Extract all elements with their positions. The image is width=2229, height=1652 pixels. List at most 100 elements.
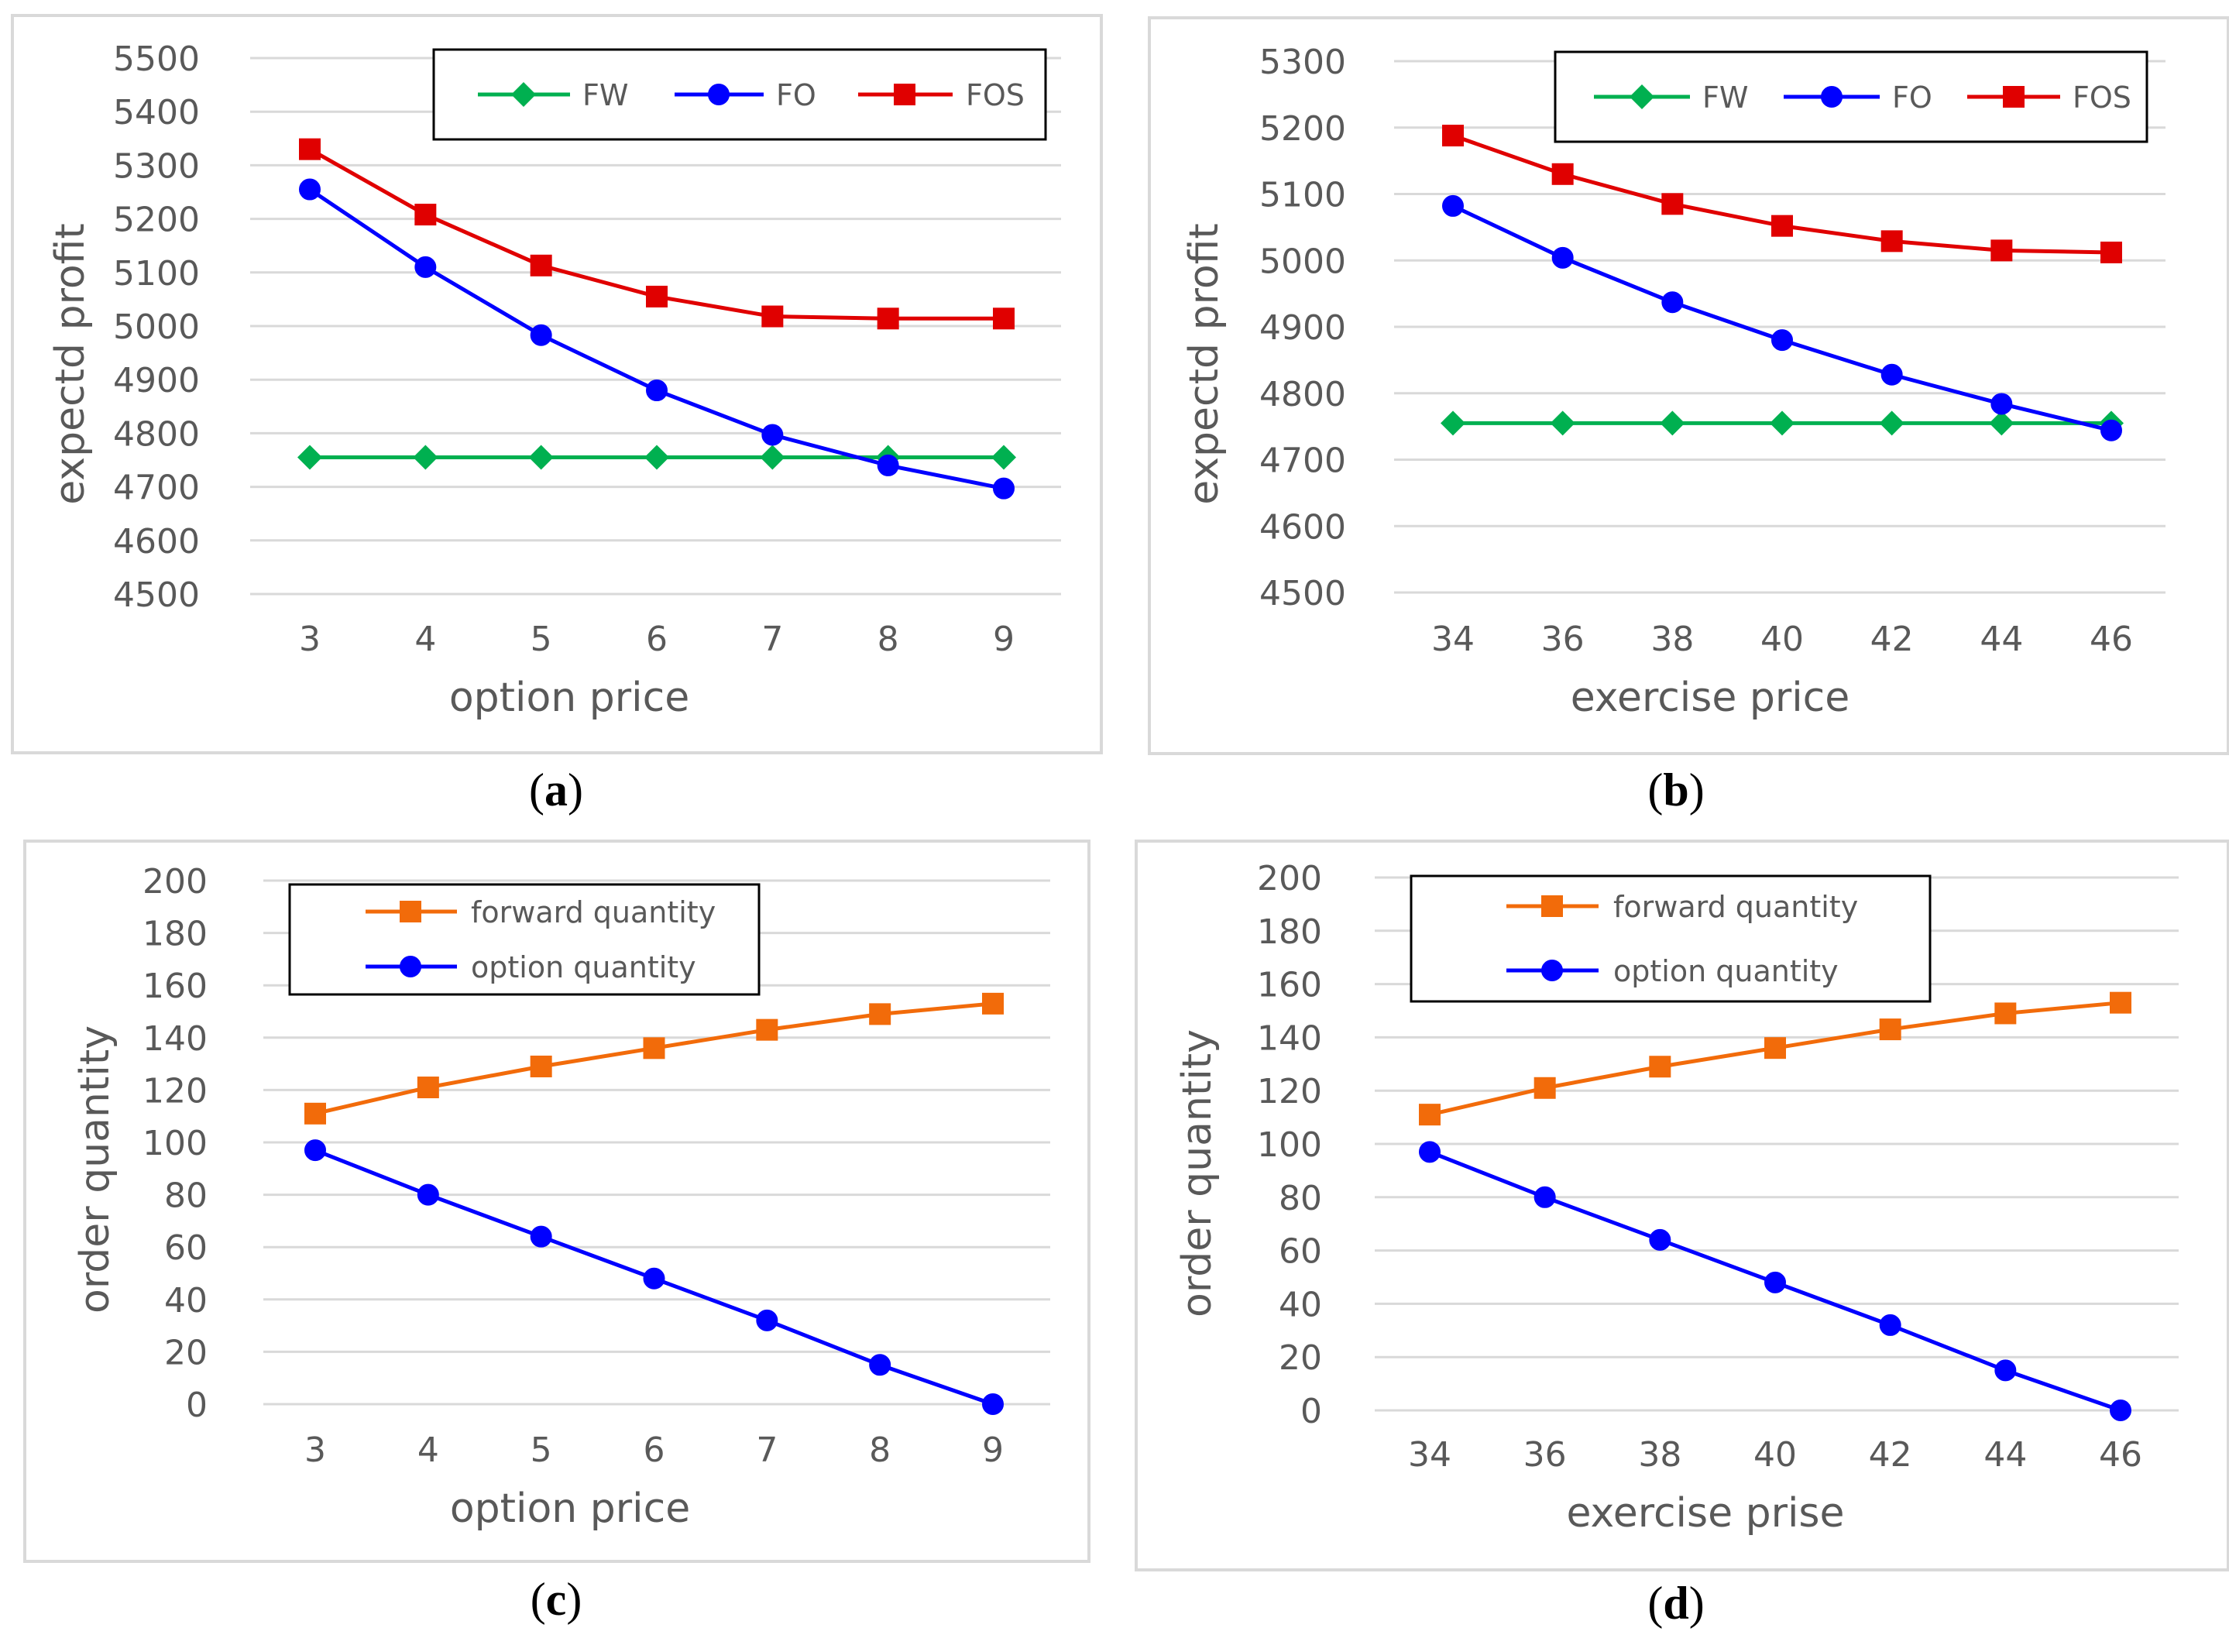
data-point-forward-quantity xyxy=(417,1077,439,1099)
x-tick-label: 40 xyxy=(1760,620,1804,659)
data-point-fos xyxy=(993,307,1015,330)
legend-box xyxy=(1410,874,1932,1003)
data-point-fos xyxy=(646,285,668,307)
y-tick-label: 180 xyxy=(143,915,208,954)
data-point-forward-quantity xyxy=(1649,1056,1671,1078)
x-tick-label: 36 xyxy=(1523,1435,1567,1475)
y-tick-label: 0 xyxy=(186,1386,208,1425)
data-point-forward-quantity xyxy=(304,1102,326,1125)
y-tick-label: 5300 xyxy=(1259,43,1346,82)
x-tick-label: 34 xyxy=(1431,620,1475,659)
y-axis-title: expectd profit xyxy=(47,223,94,505)
y-tick-label: 0 xyxy=(1300,1392,1322,1431)
x-tick-label: 36 xyxy=(1541,620,1585,659)
y-tick-label: 4600 xyxy=(1259,507,1346,547)
legend-marker xyxy=(400,901,421,922)
y-tick-label: 4800 xyxy=(113,414,200,454)
data-point-forward-quantity xyxy=(643,1037,665,1060)
x-tick-label: 3 xyxy=(304,1430,326,1470)
data-point-fos xyxy=(1661,193,1684,215)
y-tick-label: 5500 xyxy=(113,39,200,79)
y-tick-label: 60 xyxy=(164,1228,208,1268)
x-tick-label: 4 xyxy=(417,1430,439,1470)
legend-marker xyxy=(1541,960,1563,981)
x-tick-label: 38 xyxy=(1638,1435,1681,1475)
legend-label: forward quantity xyxy=(471,895,716,929)
data-point-fo xyxy=(1880,363,1903,386)
y-axis-title: order quantity xyxy=(1174,1029,1221,1317)
y-tick-label: 4900 xyxy=(1259,308,1346,348)
data-point-fos xyxy=(1442,125,1464,147)
data-point-option-quantity xyxy=(1764,1271,1786,1293)
x-tick-label: 4 xyxy=(414,620,436,659)
x-axis-title: option price xyxy=(450,1485,690,1532)
data-point-fo xyxy=(1442,194,1464,217)
data-point-forward-quantity xyxy=(1419,1104,1441,1126)
y-tick-label: 120 xyxy=(143,1071,208,1111)
y-tick-label: 4900 xyxy=(113,361,200,400)
data-point-forward-quantity xyxy=(982,992,1004,1015)
data-point-forward-quantity xyxy=(1994,1002,2017,1025)
data-point-fos xyxy=(1551,163,1574,185)
legend-label: FO xyxy=(776,78,816,112)
y-tick-label: 4500 xyxy=(1259,574,1346,613)
legend-label: FO xyxy=(1892,81,1932,115)
legend-marker xyxy=(708,84,730,105)
data-point-forward-quantity xyxy=(1534,1077,1556,1099)
data-point-fw xyxy=(991,445,1016,470)
chart-c: 0 20 40 60 80 100 120 140 160 180 200 3 4 5 6 7 8 9 option… xyxy=(23,840,1090,1625)
x-axis-title: exercise price xyxy=(1571,675,1850,721)
y-tick-label: 140 xyxy=(143,1019,208,1059)
y-tick-label: 4700 xyxy=(113,469,200,508)
y-tick-label: 100 xyxy=(143,1124,208,1163)
data-point-fo xyxy=(761,424,784,446)
y-tick-label: 5200 xyxy=(1259,109,1346,149)
data-point-fo xyxy=(1771,329,1793,352)
y-tick-label: 5300 xyxy=(113,146,200,186)
data-point-fos xyxy=(761,305,784,328)
x-tick-label: 40 xyxy=(1753,1435,1797,1475)
legend-marker xyxy=(1541,895,1563,917)
y-tick-label: 40 xyxy=(1279,1285,1322,1324)
x-tick-label: 42 xyxy=(1870,620,1914,659)
legend-marker xyxy=(511,82,536,107)
data-point-fo xyxy=(1551,246,1574,269)
legend-marker xyxy=(400,956,421,977)
y-tick-label: 4700 xyxy=(1259,441,1346,481)
chart-b: 4500 4600 4700 4800 4900 5000 5100 5200 5300 34 36… xyxy=(1148,16,2229,816)
legend-box xyxy=(288,883,761,996)
data-point-option-quantity xyxy=(869,1354,891,1376)
data-point-option-quantity xyxy=(1879,1314,1901,1336)
x-tick-label: 9 xyxy=(982,1430,1004,1470)
legend-label: FW xyxy=(1702,81,1748,115)
data-point-fw xyxy=(644,445,669,470)
y-tick-label: 4600 xyxy=(113,522,200,562)
caption: (d) xyxy=(1647,1578,1704,1629)
y-tick-label: 5400 xyxy=(113,93,200,132)
data-point-option-quantity xyxy=(982,1393,1004,1415)
data-point-fw xyxy=(528,445,554,470)
y-tick-label: 4800 xyxy=(1259,375,1346,414)
y-tick-label: 40 xyxy=(164,1281,208,1321)
y-axis-title: order quantity xyxy=(72,1025,118,1314)
caption: (b) xyxy=(1647,764,1704,816)
y-tick-label: 4500 xyxy=(113,575,200,615)
y-tick-label: 200 xyxy=(1257,859,1322,898)
x-tick-label: 5 xyxy=(531,620,552,659)
x-tick-label: 7 xyxy=(756,1430,778,1470)
legend-marker xyxy=(1821,86,1843,108)
x-tick-label: 6 xyxy=(644,1430,665,1470)
legend-marker xyxy=(1630,84,1654,109)
data-point-forward-quantity xyxy=(2110,991,2131,1014)
y-tick-label: 5100 xyxy=(1259,176,1346,215)
data-point-fw xyxy=(760,445,785,470)
data-point-fo xyxy=(414,256,437,278)
data-point-option-quantity xyxy=(643,1267,665,1290)
y-tick-label: 100 xyxy=(1257,1125,1322,1165)
data-point-option-quantity xyxy=(1994,1359,2017,1382)
x-tick-label: 38 xyxy=(1650,620,1694,659)
legend-label: option quantity xyxy=(471,950,696,984)
data-point-fw xyxy=(297,445,322,470)
data-point-fw xyxy=(1550,410,1575,436)
y-tick-label: 200 xyxy=(143,862,208,902)
